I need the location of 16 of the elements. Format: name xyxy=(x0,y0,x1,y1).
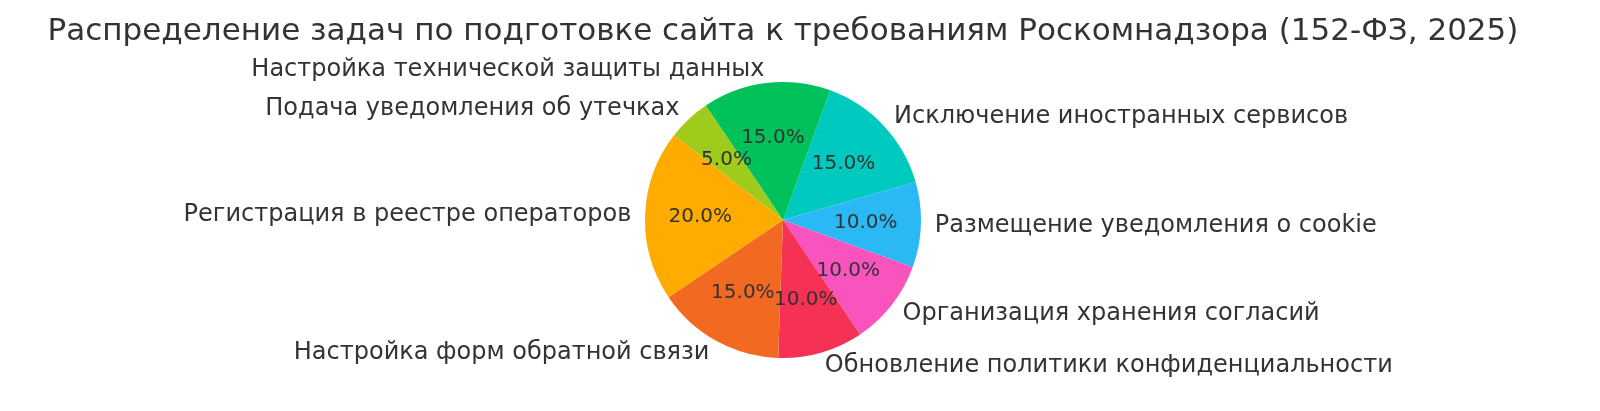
data-label: 15.0% xyxy=(811,149,876,174)
data-label: 10.0% xyxy=(816,257,881,282)
slice-label: Размещение уведомления о cookie xyxy=(934,209,1377,238)
slice-label: Регистрация в реестре операторов xyxy=(183,198,632,227)
data-label: 15.0% xyxy=(711,278,775,303)
chart-title: Распределение задач по подготовке сайта к требованиям Роскомнадзора (152-ФЗ, 2025) xyxy=(47,11,1519,48)
slice-label: Настройка технической защиты данных xyxy=(251,53,765,82)
slice-label: Обновление политики конфиденциальности xyxy=(824,350,1393,379)
data-label: 20.0% xyxy=(668,203,733,228)
slice-label: Организация хранения согласий xyxy=(902,297,1320,326)
slice-label: Подача уведомления об утечках xyxy=(265,93,680,122)
slice-label: Исключение иностранных сервисов xyxy=(894,100,1349,129)
data-label: 10.0% xyxy=(833,209,898,234)
data-label: 10.0% xyxy=(774,285,838,310)
slice-label: Настройка форм обратной связи xyxy=(293,337,710,365)
data-label: 15.0% xyxy=(741,124,805,149)
